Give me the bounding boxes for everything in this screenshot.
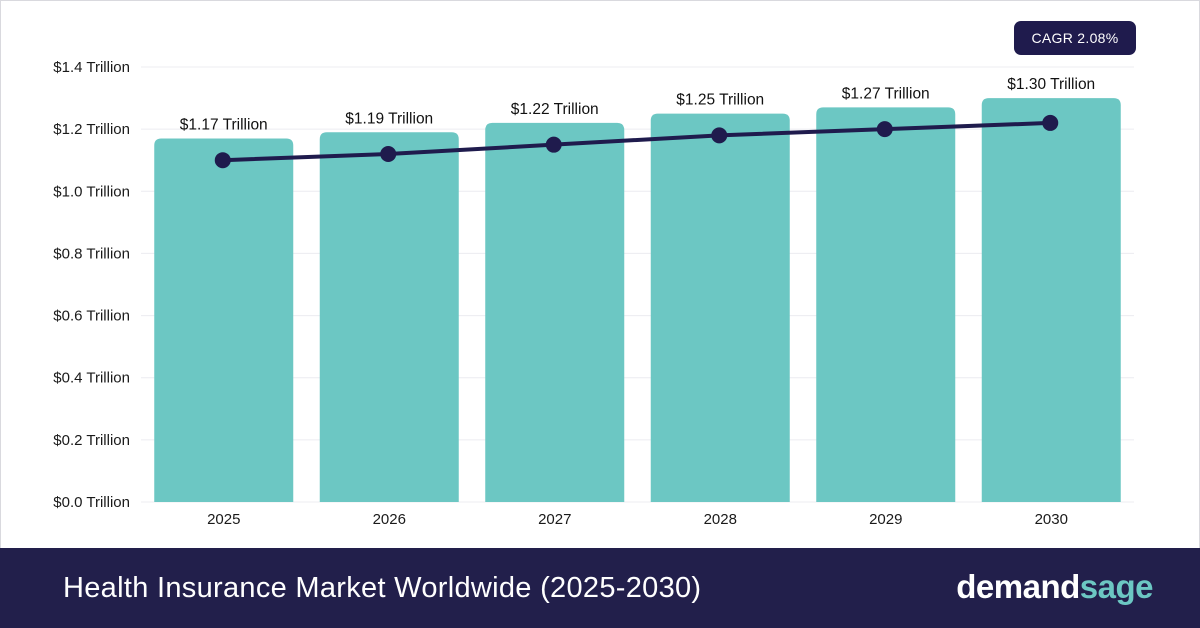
bar	[485, 122, 625, 502]
y-tick-label: $1.4 Trillion	[53, 59, 130, 76]
brand-logo-part1: demand	[956, 568, 1080, 605]
bar-chart: $0.0 Trillion $0.2 Trillion $0.4 Trillion $…	[53, 59, 1134, 528]
trend-point	[214, 152, 231, 169]
x-tick-label: 2029	[869, 511, 902, 528]
bar	[319, 132, 459, 502]
data-label: $1.27 Trillion	[842, 85, 930, 102]
bar	[816, 107, 956, 503]
y-tick-label: $0.0 Trillion	[53, 494, 130, 511]
data-label: $1.19 Trillion	[345, 110, 433, 127]
data-label: $1.30 Trillion	[1007, 76, 1095, 93]
data-label: $1.22 Trillion	[511, 101, 599, 118]
trend-point	[711, 127, 728, 144]
chart-area: $0.0 Trillion $0.2 Trillion $0.4 Trillion $…	[0, 0, 1200, 548]
trend-point	[1042, 114, 1059, 131]
trend-line	[220, 120, 1053, 163]
y-tick-label: $1.0 Trillion	[53, 183, 130, 200]
data-label: $1.17 Trillion	[180, 116, 268, 133]
y-tick-label: $0.4 Trillion	[53, 370, 130, 387]
bar	[650, 113, 790, 502]
bar	[154, 138, 294, 502]
y-tick-label: $0.6 Trillion	[53, 308, 130, 325]
footer-banner: Health Insurance Market Worldwide (2025-…	[0, 548, 1200, 628]
trend-point	[380, 146, 397, 162]
chart-title: Health Insurance Market Worldwide (2025-…	[63, 572, 702, 604]
cagr-badge: CAGR 2.08%	[1014, 21, 1136, 55]
x-tick-label: 2028	[704, 511, 737, 528]
bar	[981, 98, 1121, 503]
brand-logo-part2: sage	[1079, 568, 1154, 605]
y-tick-label: $1.2 Trillion	[53, 121, 130, 138]
data-label: $1.25 Trillion	[676, 92, 764, 109]
x-tick-label: 2026	[373, 511, 406, 528]
x-tick-label: 2027	[538, 511, 571, 528]
x-tick-label: 2025	[207, 511, 240, 528]
brand-logo: demandsage	[956, 548, 1153, 628]
y-tick-label: $0.2 Trillion	[53, 432, 130, 449]
y-tick-label: $0.8 Trillion	[53, 245, 130, 262]
trend-point	[545, 136, 562, 153]
x-tick-label: 2030	[1035, 511, 1068, 528]
trend-point	[876, 121, 893, 138]
